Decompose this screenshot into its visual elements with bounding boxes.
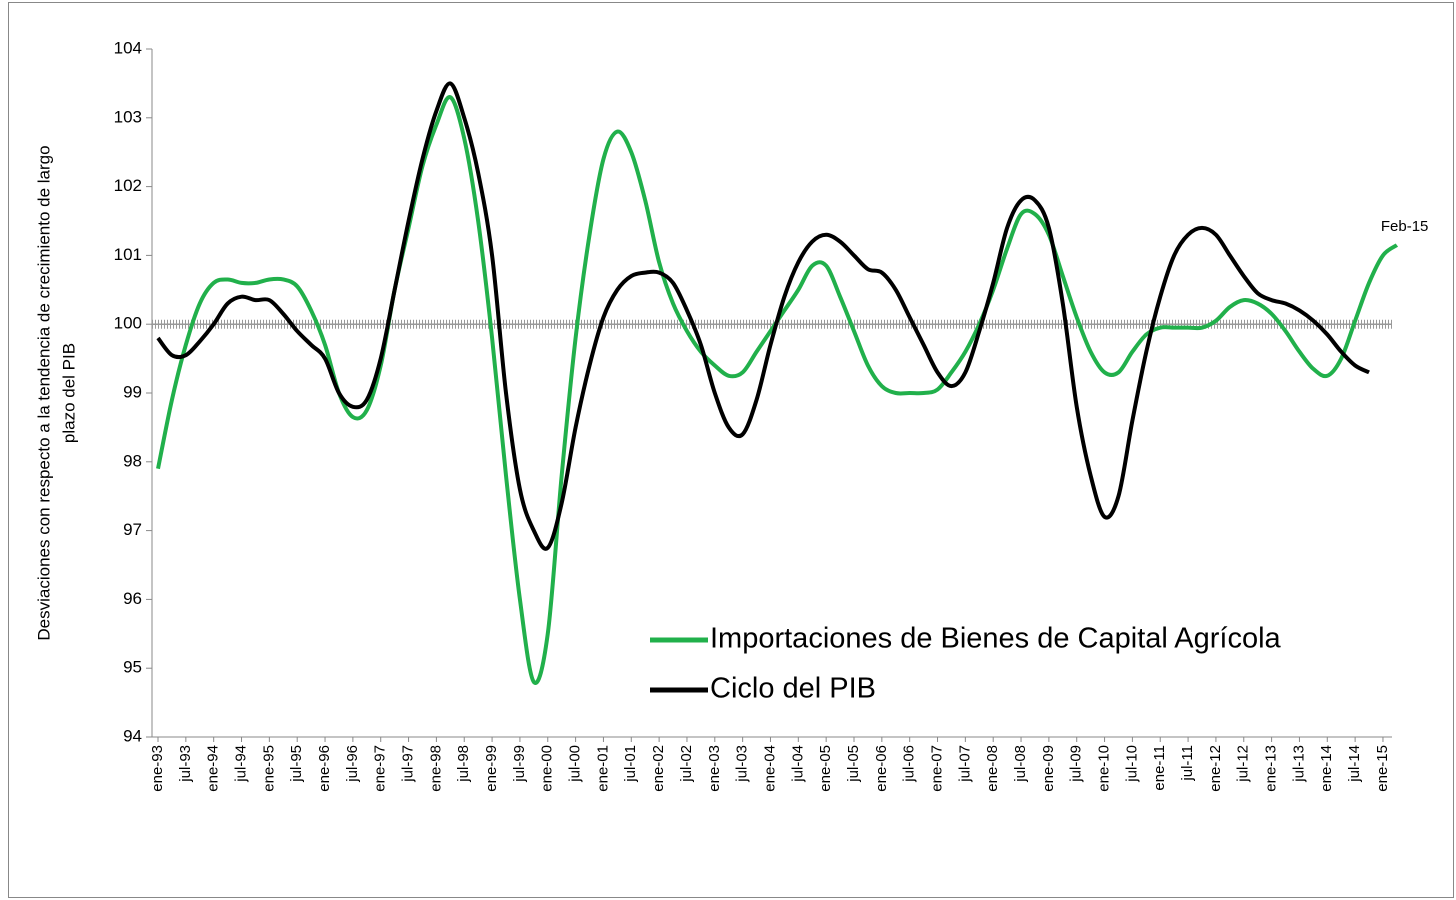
x-tick-label: jul-07 xyxy=(956,745,973,783)
x-tick-label: ene-08 xyxy=(984,745,1001,792)
x-tick-label: ene-95 xyxy=(260,745,277,792)
y-axis-title: Desviaciones con respecto a la tendencia… xyxy=(34,145,78,640)
x-tick-label: ene-10 xyxy=(1096,745,1113,792)
x-tick-label: ene-98 xyxy=(427,745,444,792)
x-tick-label: ene-99 xyxy=(483,745,500,792)
x-tick-label: ene-01 xyxy=(594,745,611,792)
y-tick-label: 95 xyxy=(123,658,142,677)
x-tick-label: ene-11 xyxy=(1151,745,1168,791)
x-tick-label: jul-97 xyxy=(400,745,417,783)
y-tick-label: 98 xyxy=(123,451,142,470)
x-tick-label: ene-93 xyxy=(149,745,166,792)
legend-label: Ciclo del PIB xyxy=(710,673,876,705)
x-tick-label: ene-06 xyxy=(873,745,890,792)
x-tick-label: ene-14 xyxy=(1318,745,1335,792)
y-tick-label: 99 xyxy=(123,382,142,401)
y-tick-label: 97 xyxy=(123,520,142,539)
x-tick-label: ene-94 xyxy=(205,745,222,792)
x-tick-label: ene-04 xyxy=(761,745,778,792)
x-tick-label: jul-99 xyxy=(511,745,528,783)
y-tick-label: 101 xyxy=(114,245,142,264)
x-tick-label: ene-15 xyxy=(1374,745,1391,792)
x-tick-label: jul-94 xyxy=(232,745,249,783)
x-tick-label: jul-04 xyxy=(789,745,806,783)
x-tick-label: jul-12 xyxy=(1235,745,1252,783)
x-tick-label: jul-98 xyxy=(455,745,472,783)
x-tick-label: jul-11 xyxy=(1179,745,1196,782)
x-tick-label: jul-09 xyxy=(1068,745,1085,783)
x-tick-label: ene-05 xyxy=(817,745,834,792)
x-tick-label: jul-13 xyxy=(1290,745,1307,783)
y-tick-label: 104 xyxy=(114,38,142,57)
x-tick-label: jul-06 xyxy=(901,745,918,783)
series-line xyxy=(156,95,1399,685)
x-tick-label: jul-95 xyxy=(288,745,305,783)
x-tick-label: ene-03 xyxy=(706,745,723,792)
x-tick-label: jul-03 xyxy=(734,745,751,783)
x-tick-label: ene-96 xyxy=(316,745,333,792)
x-tick-label: jul-93 xyxy=(177,745,194,783)
y-axis-title-line: Desviaciones con respecto a la tendencia… xyxy=(34,145,53,640)
annotation: Feb-15 xyxy=(1381,218,1429,235)
legend-label: Importaciones de Bienes de Capital Agríc… xyxy=(710,623,1282,655)
x-tick-label: ene-97 xyxy=(372,745,389,792)
x-tick-label: jul-10 xyxy=(1123,745,1140,783)
x-tick-label: jul-08 xyxy=(1012,745,1029,783)
x-tick-label: jul-05 xyxy=(845,745,862,783)
x-tick-label: jul-96 xyxy=(344,745,361,783)
y-tick-label: 100 xyxy=(114,314,142,333)
y-tick-label: 94 xyxy=(123,726,142,745)
y-axis-title-line: plazo del PIB xyxy=(59,343,78,443)
x-tick-label: ene-12 xyxy=(1207,745,1224,792)
x-tick-label: jul-01 xyxy=(622,745,639,783)
series-line xyxy=(156,81,1370,551)
x-tick-label: jul-00 xyxy=(567,745,584,783)
x-tick-label: ene-02 xyxy=(650,745,667,792)
x-tick-label: jul-02 xyxy=(678,745,695,783)
y-tick-label: 102 xyxy=(114,176,142,195)
frame xyxy=(8,2,1454,898)
x-tick-label: ene-00 xyxy=(539,745,556,792)
y-tick-label: 103 xyxy=(114,107,142,126)
x-tick-label: ene-07 xyxy=(928,745,945,792)
y-tick-label: 96 xyxy=(123,589,142,608)
x-tick-label: ene-13 xyxy=(1263,745,1280,792)
x-tick-label: jul-14 xyxy=(1346,745,1363,783)
x-tick-label: ene-09 xyxy=(1040,745,1057,792)
